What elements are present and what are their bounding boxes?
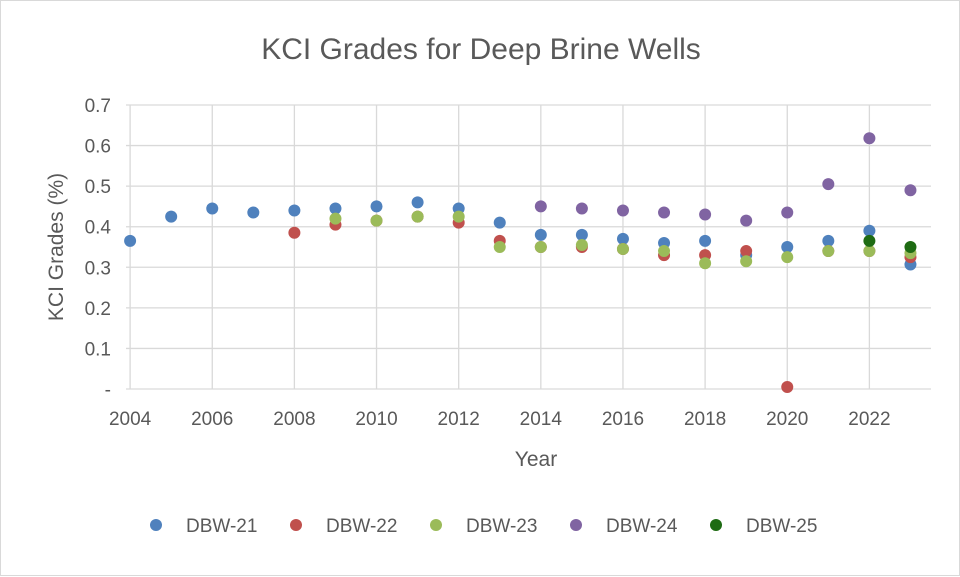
x-tick-label: 2022: [848, 409, 890, 430]
data-point: [493, 216, 506, 229]
x-axis-ticks: 2004 2006 2008 2010 2012 2014 2016 2018 2020 2022: [109, 409, 891, 430]
y-tick-label: 0.3: [85, 258, 111, 279]
legend-item: DBW-25: [710, 516, 817, 537]
x-tick-label: 2018: [684, 409, 726, 430]
data-point: [411, 196, 424, 209]
data-point: [699, 257, 712, 270]
data-point: [781, 380, 794, 393]
data-point: [370, 214, 383, 227]
legend: DBW-21 DBW-22 DBW-23 DBW-24 DBW-25: [150, 516, 817, 537]
legend-label: DBW-21: [186, 516, 257, 537]
data-point: [616, 243, 629, 256]
series-dbw-25: [863, 234, 917, 253]
data-point: [124, 234, 137, 247]
y-tick-label: 0.4: [85, 218, 112, 239]
legend-marker: [430, 519, 442, 531]
data-point: [288, 204, 301, 217]
data-point: [165, 210, 178, 223]
legend-marker: [150, 519, 162, 531]
data-point: [781, 241, 794, 253]
data-point: [575, 202, 588, 215]
series-dbw-22: [288, 210, 917, 393]
legend-item: DBW-21: [150, 516, 257, 537]
data-point: [822, 245, 835, 258]
data-point: [863, 245, 876, 258]
data-point: [822, 234, 835, 247]
y-axis-ticks: - 0.1 0.2 0.3 0.4 0.5 0.6 0.7: [85, 96, 112, 401]
data-point: [247, 206, 260, 219]
data-point: [740, 245, 753, 258]
legend-label: DBW-24: [606, 516, 678, 537]
data-point: [822, 178, 835, 191]
data-point: [206, 202, 219, 215]
x-tick-label: 2004: [109, 409, 152, 430]
y-gridlines: [126, 104, 931, 390]
data-point: [411, 210, 424, 223]
legend-item: DBW-24: [570, 516, 678, 537]
data-point: [863, 234, 876, 247]
data-point: [534, 200, 547, 213]
data-point: [534, 241, 547, 253]
data-point: [575, 228, 588, 241]
y-tick-label: 0.1: [85, 339, 111, 360]
legend-marker: [710, 519, 722, 531]
data-point: [493, 241, 506, 253]
data-point: [863, 224, 876, 237]
data-point: [904, 241, 917, 253]
data-point: [658, 206, 671, 219]
legend-label: DBW-22: [326, 516, 397, 537]
data-point: [781, 206, 794, 219]
legend-marker: [570, 519, 582, 531]
data-point: [699, 234, 712, 247]
legend-item: DBW-23: [430, 516, 537, 537]
data-point: [616, 232, 629, 245]
legend-marker: [290, 519, 302, 531]
y-tick-label: 0.2: [85, 299, 111, 320]
data-point: [699, 208, 712, 221]
legend-item: DBW-22: [290, 516, 397, 537]
data-point: [329, 212, 342, 225]
y-tick-label: -: [105, 380, 111, 401]
y-axis-label: KCI Grades (%): [45, 173, 68, 321]
data-point: [658, 245, 671, 258]
y-tick-label: 0.6: [85, 137, 111, 158]
series-dbw-23: [329, 210, 917, 270]
data-point: [740, 255, 753, 268]
data-point: [863, 132, 876, 145]
data-point: [534, 228, 547, 241]
x-tick-label: 2010: [355, 409, 397, 430]
x-tick-label: 2006: [191, 409, 233, 430]
data-point: [329, 202, 342, 215]
chart-title: KCI Grades for Deep Brine Wells: [261, 33, 701, 66]
data-point: [288, 226, 301, 239]
y-tick-label: 0.5: [85, 177, 111, 198]
x-axis-label: Year: [515, 448, 557, 471]
x-tick-label: 2020: [766, 409, 808, 430]
data-point: [575, 238, 588, 251]
series-dbw-24: [534, 132, 917, 227]
x-tick-label: 2012: [438, 409, 480, 430]
data-point: [452, 210, 465, 223]
data-point: [740, 214, 753, 227]
data-point: [904, 184, 917, 197]
x-tick-label: 2016: [602, 409, 644, 430]
x-tick-label: 2008: [273, 409, 315, 430]
data-point: [781, 251, 794, 264]
data-point: [616, 204, 629, 217]
data-points: [124, 132, 917, 393]
legend-label: DBW-23: [466, 516, 537, 537]
series-dbw-21: [124, 196, 917, 271]
x-tick-label: 2014: [520, 409, 563, 430]
data-point: [370, 200, 383, 213]
y-tick-label: 0.7: [85, 96, 111, 117]
legend-label: DBW-25: [746, 516, 817, 537]
